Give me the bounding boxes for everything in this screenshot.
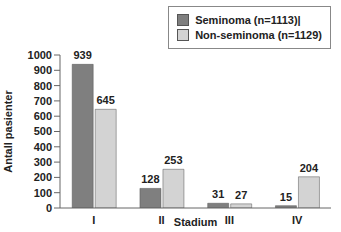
svg-text:800: 800 (34, 80, 52, 92)
svg-text:0: 0 (46, 202, 52, 214)
svg-text:31: 31 (212, 188, 224, 200)
svg-text:500: 500 (34, 125, 52, 137)
html-text:Seminoma (n=1113)|: Seminoma (n=1113)| (195, 14, 301, 26)
svg-text:600: 600 (34, 110, 52, 122)
svg-text:III: III (225, 214, 234, 226)
svg-text:645: 645 (97, 94, 115, 106)
svg-text:15: 15 (280, 191, 292, 203)
svg-text:1000: 1000 (28, 49, 52, 61)
svg-text:I: I (92, 214, 95, 226)
svg-text:700: 700 (34, 95, 52, 107)
svg-text:204: 204 (300, 162, 319, 174)
svg-text:200: 200 (34, 171, 52, 183)
svg-text:939: 939 (74, 49, 92, 61)
html-text:Non-seminoma (n=1129): Non-seminoma (n=1129) (195, 29, 322, 41)
svg-text:Stadium: Stadium (174, 216, 218, 228)
svg-text:400: 400 (34, 141, 52, 153)
svg-text:27: 27 (235, 189, 247, 201)
svg-text:300: 300 (34, 156, 52, 168)
svg-text:100: 100 (34, 187, 52, 199)
svg-text:900: 900 (34, 64, 52, 76)
svg-text:253: 253 (164, 154, 182, 166)
svg-text:Antall pasienter: Antall pasienter (8, 90, 14, 173)
svg-text:II: II (159, 214, 165, 226)
svg-text:128: 128 (141, 173, 159, 185)
svg-text:IV: IV (292, 214, 303, 226)
